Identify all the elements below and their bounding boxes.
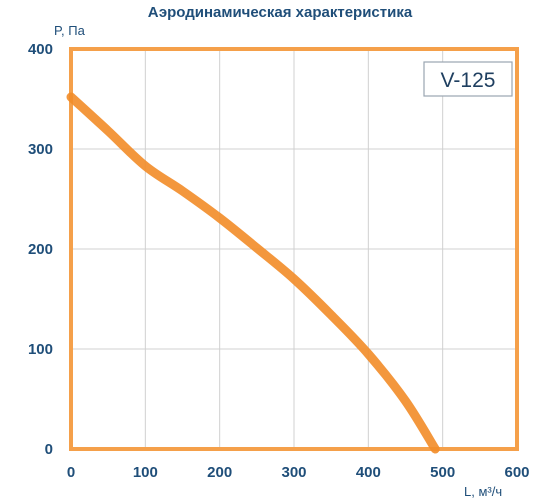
x-tick-label: 500 [430, 464, 455, 481]
x-tick-label: 0 [67, 464, 75, 481]
model-label-box [423, 61, 513, 97]
series-line [66, 92, 440, 454]
y-axis-label: P, Па [54, 23, 86, 38]
model-label-text: V-125 [441, 69, 496, 92]
plot-frame [69, 47, 519, 451]
model-label: V-125 [423, 61, 513, 97]
x-tick-label: 400 [356, 464, 381, 481]
y-tick-label: 100 [28, 341, 53, 358]
x-tick-label: 100 [133, 464, 158, 481]
x-tick-label: 300 [281, 464, 306, 481]
y-tick-label: 200 [28, 241, 53, 258]
chart-title: Аэродинамическая характеристика [148, 4, 413, 21]
x-tick-label: 200 [207, 464, 232, 481]
y-tick-label: 300 [28, 141, 53, 158]
y-tick-label: 0 [45, 441, 53, 458]
y-tick-label: 400 [28, 41, 53, 58]
x-axis-ticks: 0 100 200 300 400 500 600 [67, 464, 530, 481]
y-axis-ticks: 0 100 200 300 400 [28, 41, 53, 458]
x-tick-label: 600 [504, 464, 529, 481]
x-axis-label: L, м³/ч [464, 484, 502, 499]
grid [71, 49, 517, 449]
